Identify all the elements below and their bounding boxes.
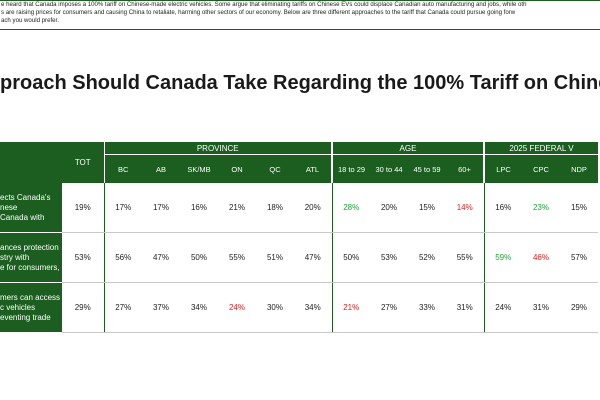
value-cell: 16% (483, 183, 522, 233)
column-header: CPC (522, 154, 560, 183)
row-label-line: ances protection (0, 242, 59, 252)
value-cell: 18% (256, 183, 294, 233)
column-header: 45 to 59 (408, 154, 446, 183)
value-cell: 52% (408, 232, 446, 283)
column-header: 18 to 29 (331, 154, 370, 183)
table-body: ects Canada's nese Canada with 19% 17% 17% 16%… (0, 183, 598, 333)
value-cell: 24% (483, 282, 522, 333)
value-cell: 23% (522, 183, 560, 233)
value-cell: 15% (560, 183, 598, 233)
value-cell: 28% (331, 183, 370, 233)
value-cell: 34% (294, 282, 332, 333)
group-header-province: PROVINCE (104, 142, 332, 155)
row-label: ects Canada's nese Canada with (0, 183, 62, 233)
intro-line: ach you would prefer. (1, 17, 59, 24)
corner-cell (0, 142, 62, 183)
tot-cell: 53% (62, 232, 105, 283)
column-header: LPC (483, 154, 522, 183)
table-row: mers can access c vehicles eventing trade 2… (0, 282, 598, 333)
intro-line: s are raising prices for consumers and c… (1, 9, 516, 16)
column-header: QC (256, 154, 294, 183)
column-header: NDP (560, 154, 598, 183)
column-header: 60+ (446, 154, 484, 183)
value-cell: 30% (256, 282, 294, 333)
column-header: 30 to 44 (370, 154, 408, 183)
value-cell: 50% (331, 232, 370, 283)
value-cell: 20% (370, 183, 408, 233)
value-cell: 24% (218, 282, 256, 333)
row-label: mers can access c vehicles eventing trade (0, 282, 62, 333)
value-cell: 46% (522, 232, 560, 283)
row-label-line: nese (0, 202, 18, 212)
intro-line: e heard that Canada imposes a 100% tarif… (1, 1, 527, 8)
group-header-age: AGE (331, 142, 484, 155)
value-cell: 31% (446, 282, 484, 333)
row-label-line: eventing trade (0, 312, 51, 322)
value-cell: 37% (142, 282, 180, 333)
value-cell: 17% (103, 183, 142, 233)
value-cell: 47% (142, 232, 180, 283)
intro-text-box: e heard that Canada imposes a 100% tarif… (0, 0, 600, 30)
value-cell: 53% (370, 232, 408, 283)
tot-cell: 29% (62, 282, 105, 333)
value-cell: 17% (142, 183, 180, 233)
page-title: proach Should Canada Take Regarding the … (0, 72, 600, 94)
value-cell: 57% (560, 232, 598, 283)
row-label-line: mers can access (0, 292, 61, 302)
value-cell: 56% (103, 232, 142, 283)
value-cell: 14% (446, 183, 484, 233)
results-table: TOT PROVINCE AGE 2025 FEDERAL V BC AB SK… (0, 142, 598, 333)
row-label-line: ects Canada's (0, 192, 51, 202)
column-header: AB (142, 154, 180, 183)
value-cell: 55% (446, 232, 484, 283)
value-cell: 33% (408, 282, 446, 333)
value-cell: 21% (218, 183, 256, 233)
value-cell: 27% (103, 282, 142, 333)
value-cell: 55% (218, 232, 256, 283)
value-cell: 16% (180, 183, 218, 233)
value-cell: 31% (522, 282, 560, 333)
row-label: ances protection stry with e for consumers… (0, 232, 62, 283)
table-row: ances protection stry with e for consumers… (0, 232, 598, 283)
value-cell: 15% (408, 183, 446, 233)
value-cell: 59% (483, 232, 522, 283)
value-cell: 21% (331, 282, 370, 333)
tot-header: TOT (62, 142, 105, 183)
value-cell: 20% (294, 183, 332, 233)
row-label-line: stry with (0, 252, 30, 262)
group-header-federal-vote: 2025 FEDERAL V (483, 142, 598, 155)
table-row: ects Canada's nese Canada with 19% 17% 17% 16%… (0, 183, 598, 233)
column-header: ATL (294, 154, 332, 183)
column-header-row: BC AB SK/MB ON QC ATL 18 to 29 30 to 44 … (0, 154, 598, 183)
group-header-row: TOT PROVINCE AGE 2025 FEDERAL V (0, 142, 598, 183)
value-cell: 34% (180, 282, 218, 333)
row-label-line: e for consumers, (0, 262, 60, 272)
value-cell: 27% (370, 282, 408, 333)
value-cell: 29% (560, 282, 598, 333)
tot-cell: 19% (62, 183, 105, 233)
value-cell: 50% (180, 232, 218, 283)
value-cell: 47% (294, 232, 332, 283)
row-label-line: Canada with (0, 212, 45, 222)
column-header: SK/MB (180, 154, 218, 183)
column-header: ON (218, 154, 256, 183)
row-label-line: c vehicles (0, 302, 36, 312)
column-header: BC (104, 154, 142, 183)
value-cell: 51% (256, 232, 294, 283)
